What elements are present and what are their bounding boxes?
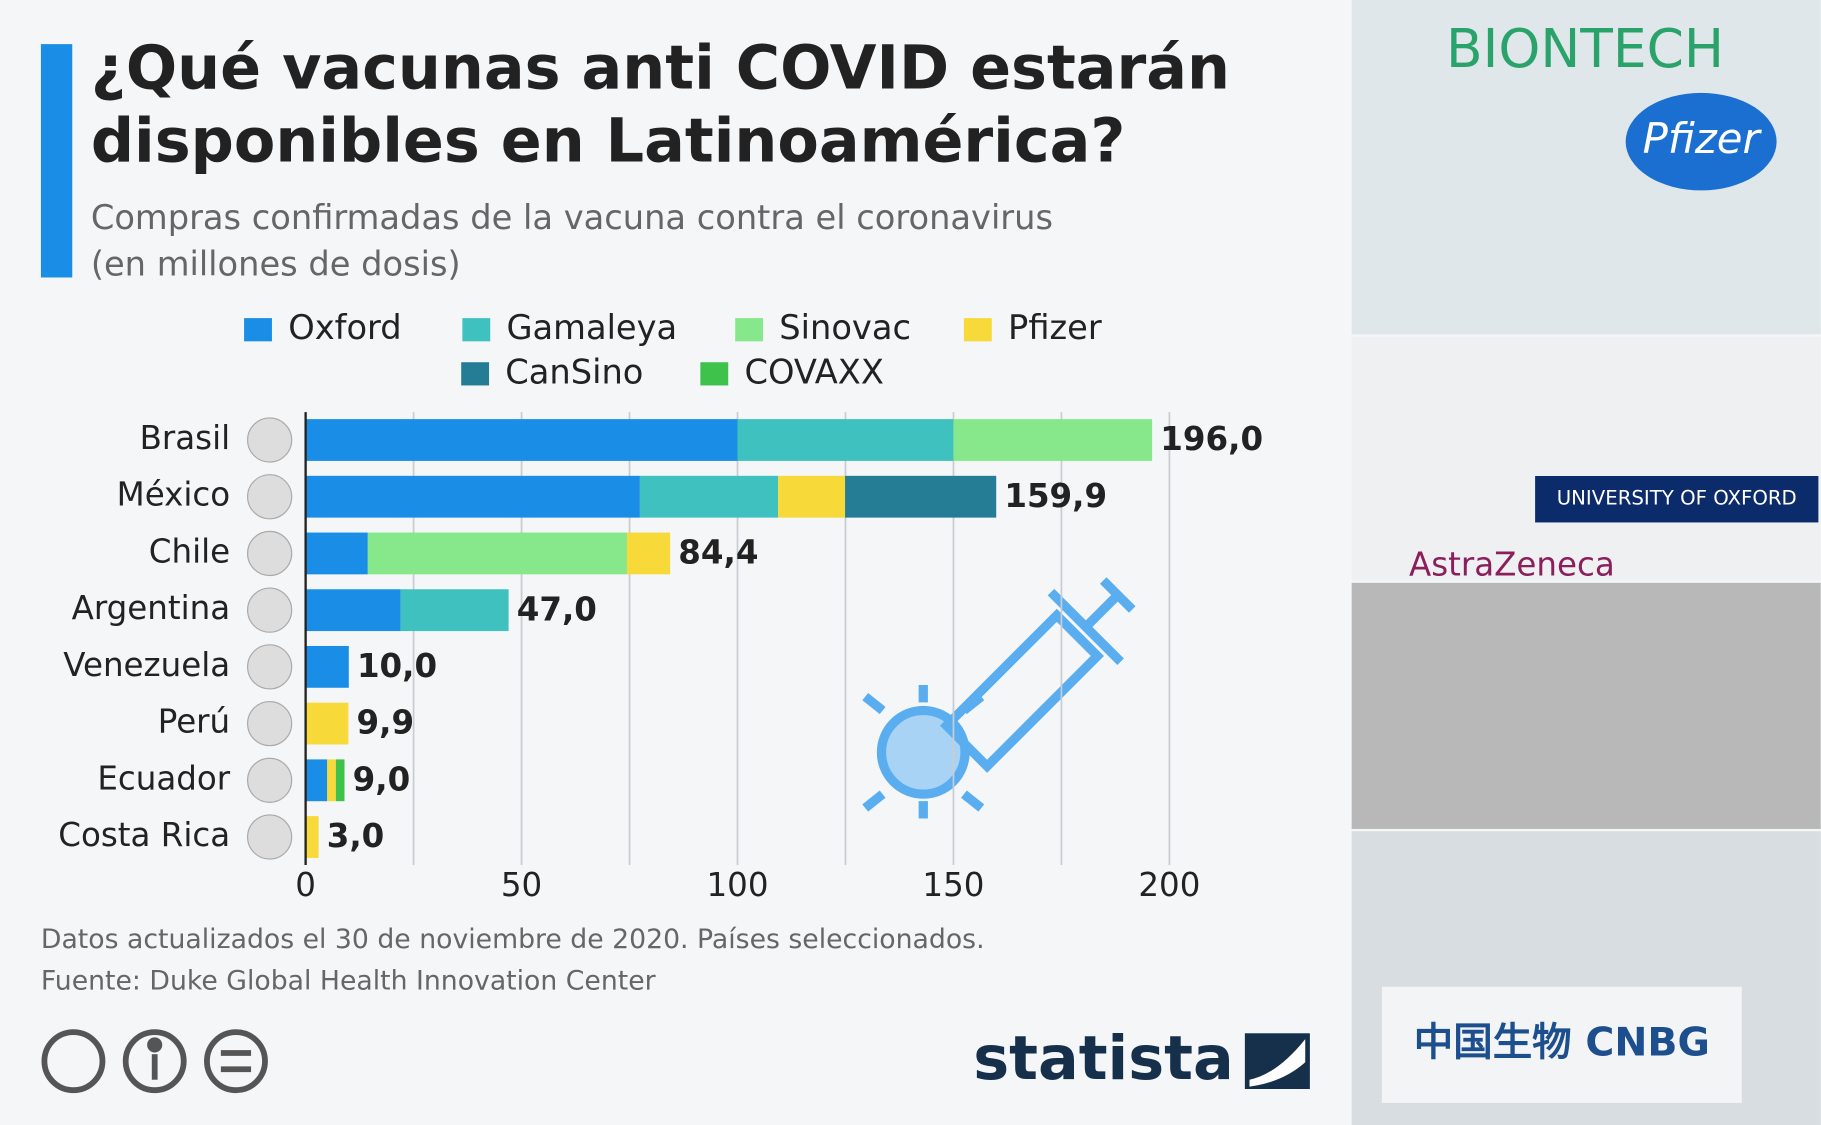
bar-segment	[305, 759, 328, 802]
category-label: Brasil	[140, 419, 231, 457]
legend-label: CanSino	[505, 352, 643, 391]
chart-title: disponibles en Latinoamérica?	[91, 107, 1126, 177]
bar-segment	[778, 475, 846, 518]
bar-segment	[305, 475, 640, 518]
category-label: Chile	[149, 532, 230, 570]
source: Fuente: Duke Global Health Innovation Ce…	[41, 966, 656, 997]
bar-segment	[367, 532, 627, 575]
flag	[246, 587, 293, 633]
bar-segment	[400, 589, 509, 632]
photo-text: UNIVERSITY OF OXFORD	[1557, 487, 1797, 510]
chart-subtitle: Compras confirmadas de la vacuna contra …	[91, 198, 1053, 237]
category-label: Venezuela	[63, 646, 230, 684]
photo-shape	[1381, 986, 1742, 1103]
total-label: 9,9	[357, 704, 415, 742]
chart-subtitle: (en millones de dosis)	[91, 244, 461, 283]
flag	[246, 700, 293, 747]
brand: statista	[973, 1024, 1234, 1094]
legend-label: Pfizer	[1008, 308, 1102, 347]
syringe-icon	[862, 577, 1136, 819]
bar-segment	[626, 532, 671, 575]
title-accent	[40, 44, 73, 278]
bar-segment	[305, 532, 368, 575]
legend-label: COVAXX	[744, 352, 883, 391]
total-label: 9,0	[353, 760, 411, 798]
flag	[246, 474, 293, 520]
x-tick-label: 200	[1138, 866, 1200, 904]
category-label: Argentina	[72, 589, 231, 627]
note: Datos actualizados el 30 de noviembre de…	[41, 924, 985, 955]
cc-icons	[41, 1029, 268, 1094]
bar-segment	[953, 419, 1153, 461]
photo-text: Pfizer	[1643, 114, 1763, 163]
legend-label: Oxford	[288, 308, 401, 347]
chart-title: ¿Qué vacunas anti COVID estarán	[91, 34, 1230, 104]
photo-shape	[1535, 476, 1819, 523]
category-label: Perú	[158, 703, 230, 741]
bar-segment	[327, 759, 336, 802]
flag	[246, 530, 293, 577]
photo	[1351, 582, 1821, 829]
flag	[246, 757, 293, 803]
category-label: México	[117, 476, 230, 514]
x-tick-label: 100	[706, 866, 768, 904]
flag	[246, 417, 293, 463]
bar-segment	[845, 475, 997, 518]
bar-segment	[737, 419, 954, 461]
x-tick-label: 50	[501, 866, 542, 904]
photo-text: 中国生物 CNBG	[1414, 1019, 1710, 1065]
total-label: 84,4	[678, 534, 758, 572]
bar-segment	[305, 816, 319, 858]
category-label: Costa Rica	[58, 816, 230, 854]
legend-swatch	[963, 318, 992, 342]
legend-swatch	[461, 362, 490, 386]
brand-logo-mark	[1249, 1039, 1306, 1087]
total-label: 47,0	[517, 590, 597, 628]
legend-label: Gamaleya	[506, 308, 677, 347]
category-label: Ecuador	[97, 759, 230, 797]
total-label: 196,0	[1160, 420, 1263, 458]
chart: 0 50 100 150 200 Oxford Gamaleya Sinovac Pfizer C…	[58, 308, 1263, 904]
photo	[1351, 336, 1821, 581]
bar-segment	[305, 589, 401, 632]
flag	[246, 644, 293, 690]
legend-swatch	[700, 362, 729, 386]
photo-shape	[1625, 92, 1777, 191]
bar-segment	[305, 702, 349, 745]
photo-text: AstraZeneca	[1409, 546, 1615, 584]
total-label: 3,0	[327, 817, 385, 855]
legend-swatch	[244, 318, 272, 342]
legend-swatch	[462, 318, 491, 342]
legend-label: Sinovac	[779, 308, 911, 347]
flag	[246, 814, 293, 860]
x-tick-label: 150	[922, 866, 984, 904]
total-label: 159,9	[1004, 477, 1107, 515]
bar-segment	[305, 419, 738, 461]
photo-text: BIONTECH	[1446, 17, 1724, 80]
legend-swatch	[735, 318, 764, 342]
bar-segment	[305, 645, 349, 688]
bar-segment	[335, 759, 345, 802]
total-label: 10,0	[357, 647, 437, 685]
bar-segment	[639, 475, 779, 518]
x-tick-label: 0	[295, 866, 316, 904]
